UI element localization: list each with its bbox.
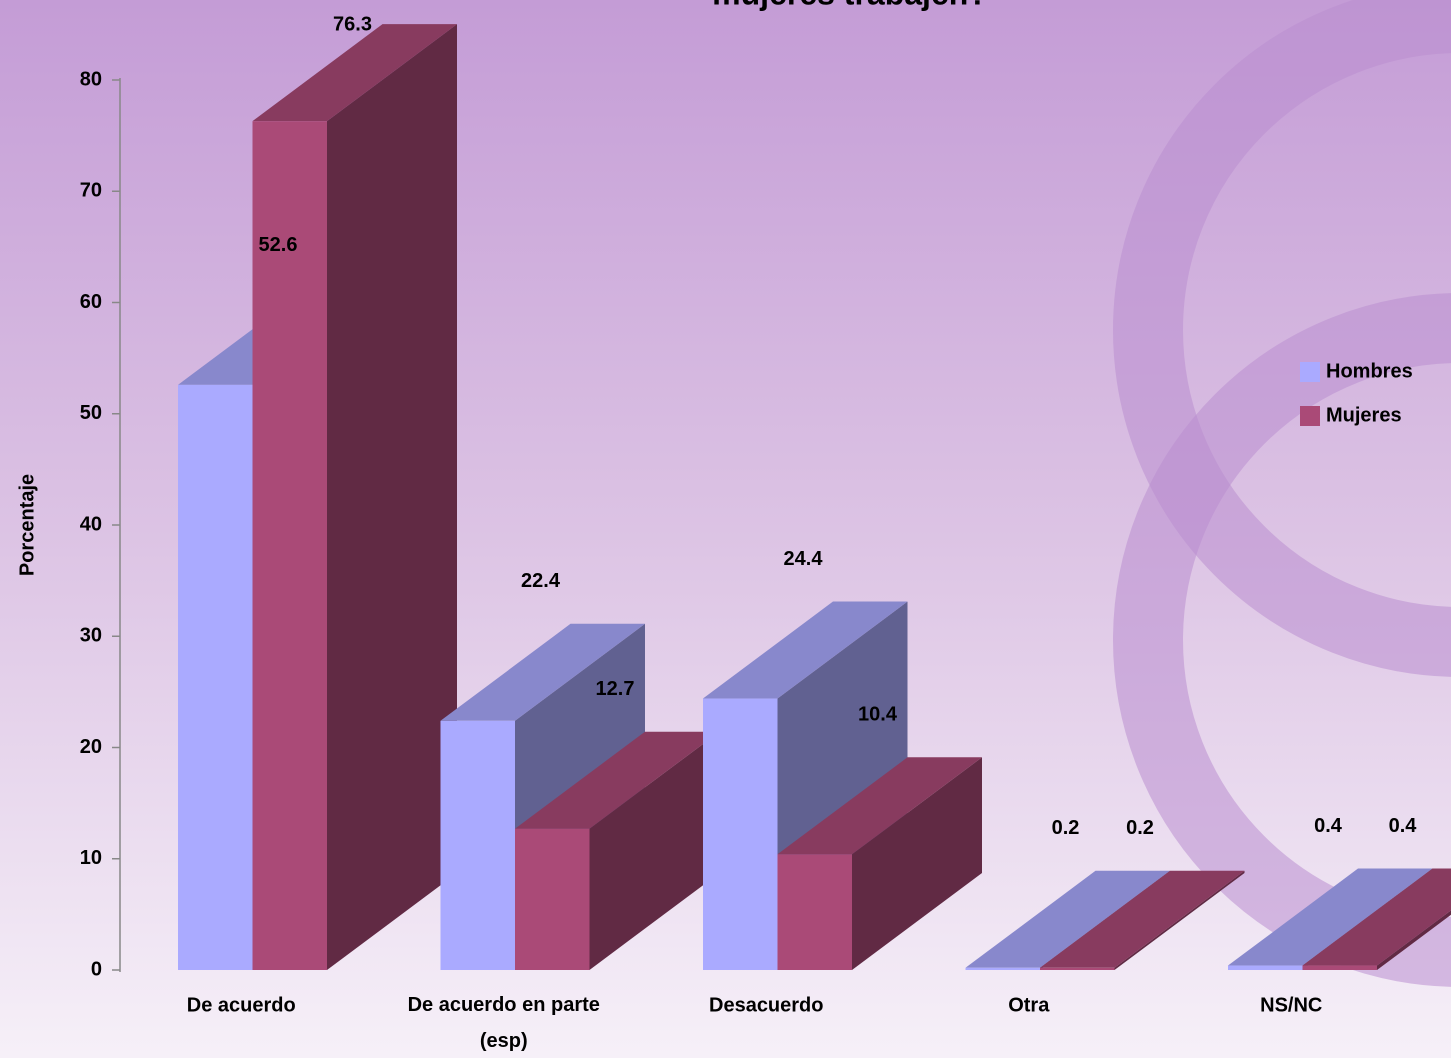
y-tick-label: 50: [80, 402, 102, 424]
value-label: 76.3: [333, 13, 372, 35]
value-label: 10.4: [858, 704, 898, 726]
bar-side: [1377, 910, 1451, 970]
bar-front: [515, 828, 590, 970]
x-tick-label: Desacuerdo: [709, 994, 824, 1016]
y-tick-label: 30: [80, 625, 102, 647]
y-tick-label: 10: [80, 847, 102, 869]
x-tick-label: Otra: [1008, 994, 1050, 1016]
bar-side: [327, 24, 457, 971]
bar-top: [1302, 868, 1451, 966]
y-tick-label: 60: [80, 291, 102, 313]
y-tick-label: 40: [80, 513, 102, 535]
y-axis-title: Porcentaje: [16, 474, 38, 576]
value-label: 52.6: [259, 234, 298, 256]
value-label: 22.4: [521, 570, 561, 592]
bar-top: [440, 623, 645, 721]
plot: [178, 24, 1451, 971]
value-label: 0.2: [1052, 817, 1080, 839]
y-tick-label: 20: [80, 736, 102, 758]
bar-front: [777, 854, 852, 970]
x-tick-label: NS/NC: [1260, 994, 1322, 1016]
value-label: 0.4: [1314, 815, 1343, 837]
bar-top: [515, 731, 720, 829]
bar-side: [852, 757, 982, 970]
bar-front: [1228, 965, 1303, 970]
value-label: 24.4: [784, 548, 824, 570]
bar-side: [589, 731, 720, 970]
y-tick-label: 0: [91, 958, 102, 980]
bar: [777, 757, 982, 970]
bar: [515, 731, 720, 970]
bar-top: [777, 757, 982, 855]
legend-label: Hombres: [1326, 360, 1413, 382]
bar: [252, 24, 457, 971]
value-label: 0.4: [1389, 815, 1418, 837]
bar-top: [703, 601, 908, 699]
bar-front: [1302, 965, 1377, 970]
bar-front: [440, 720, 515, 970]
chart-title: mujeres trabajen?: [712, 0, 988, 11]
x-tick-label: De acuerdo: [187, 994, 296, 1016]
bar: [1302, 868, 1451, 970]
bar-top: [1040, 870, 1245, 968]
x-tick-label: De acuerdo en parte (esp): [408, 994, 600, 1052]
bar-front: [703, 698, 778, 970]
bar: [1040, 870, 1245, 970]
value-label: 12.7: [596, 678, 635, 700]
legend-label: Mujeres: [1326, 404, 1402, 426]
bar-front: [1040, 967, 1115, 970]
y-tick-label: 70: [80, 180, 102, 202]
bar-front: [178, 384, 253, 970]
decoration: [1113, 0, 1451, 987]
bar-front: [965, 967, 1040, 970]
bar-top: [252, 24, 457, 122]
bar-top: [1228, 868, 1433, 966]
bar-top: [965, 870, 1170, 968]
legend-swatch: [1300, 406, 1320, 426]
bar-side: [1114, 870, 1245, 970]
bar-front: [252, 121, 327, 971]
y-tick-label: 80: [80, 68, 102, 90]
legend-swatch: [1300, 362, 1320, 382]
value-label: 0.2: [1126, 817, 1154, 839]
